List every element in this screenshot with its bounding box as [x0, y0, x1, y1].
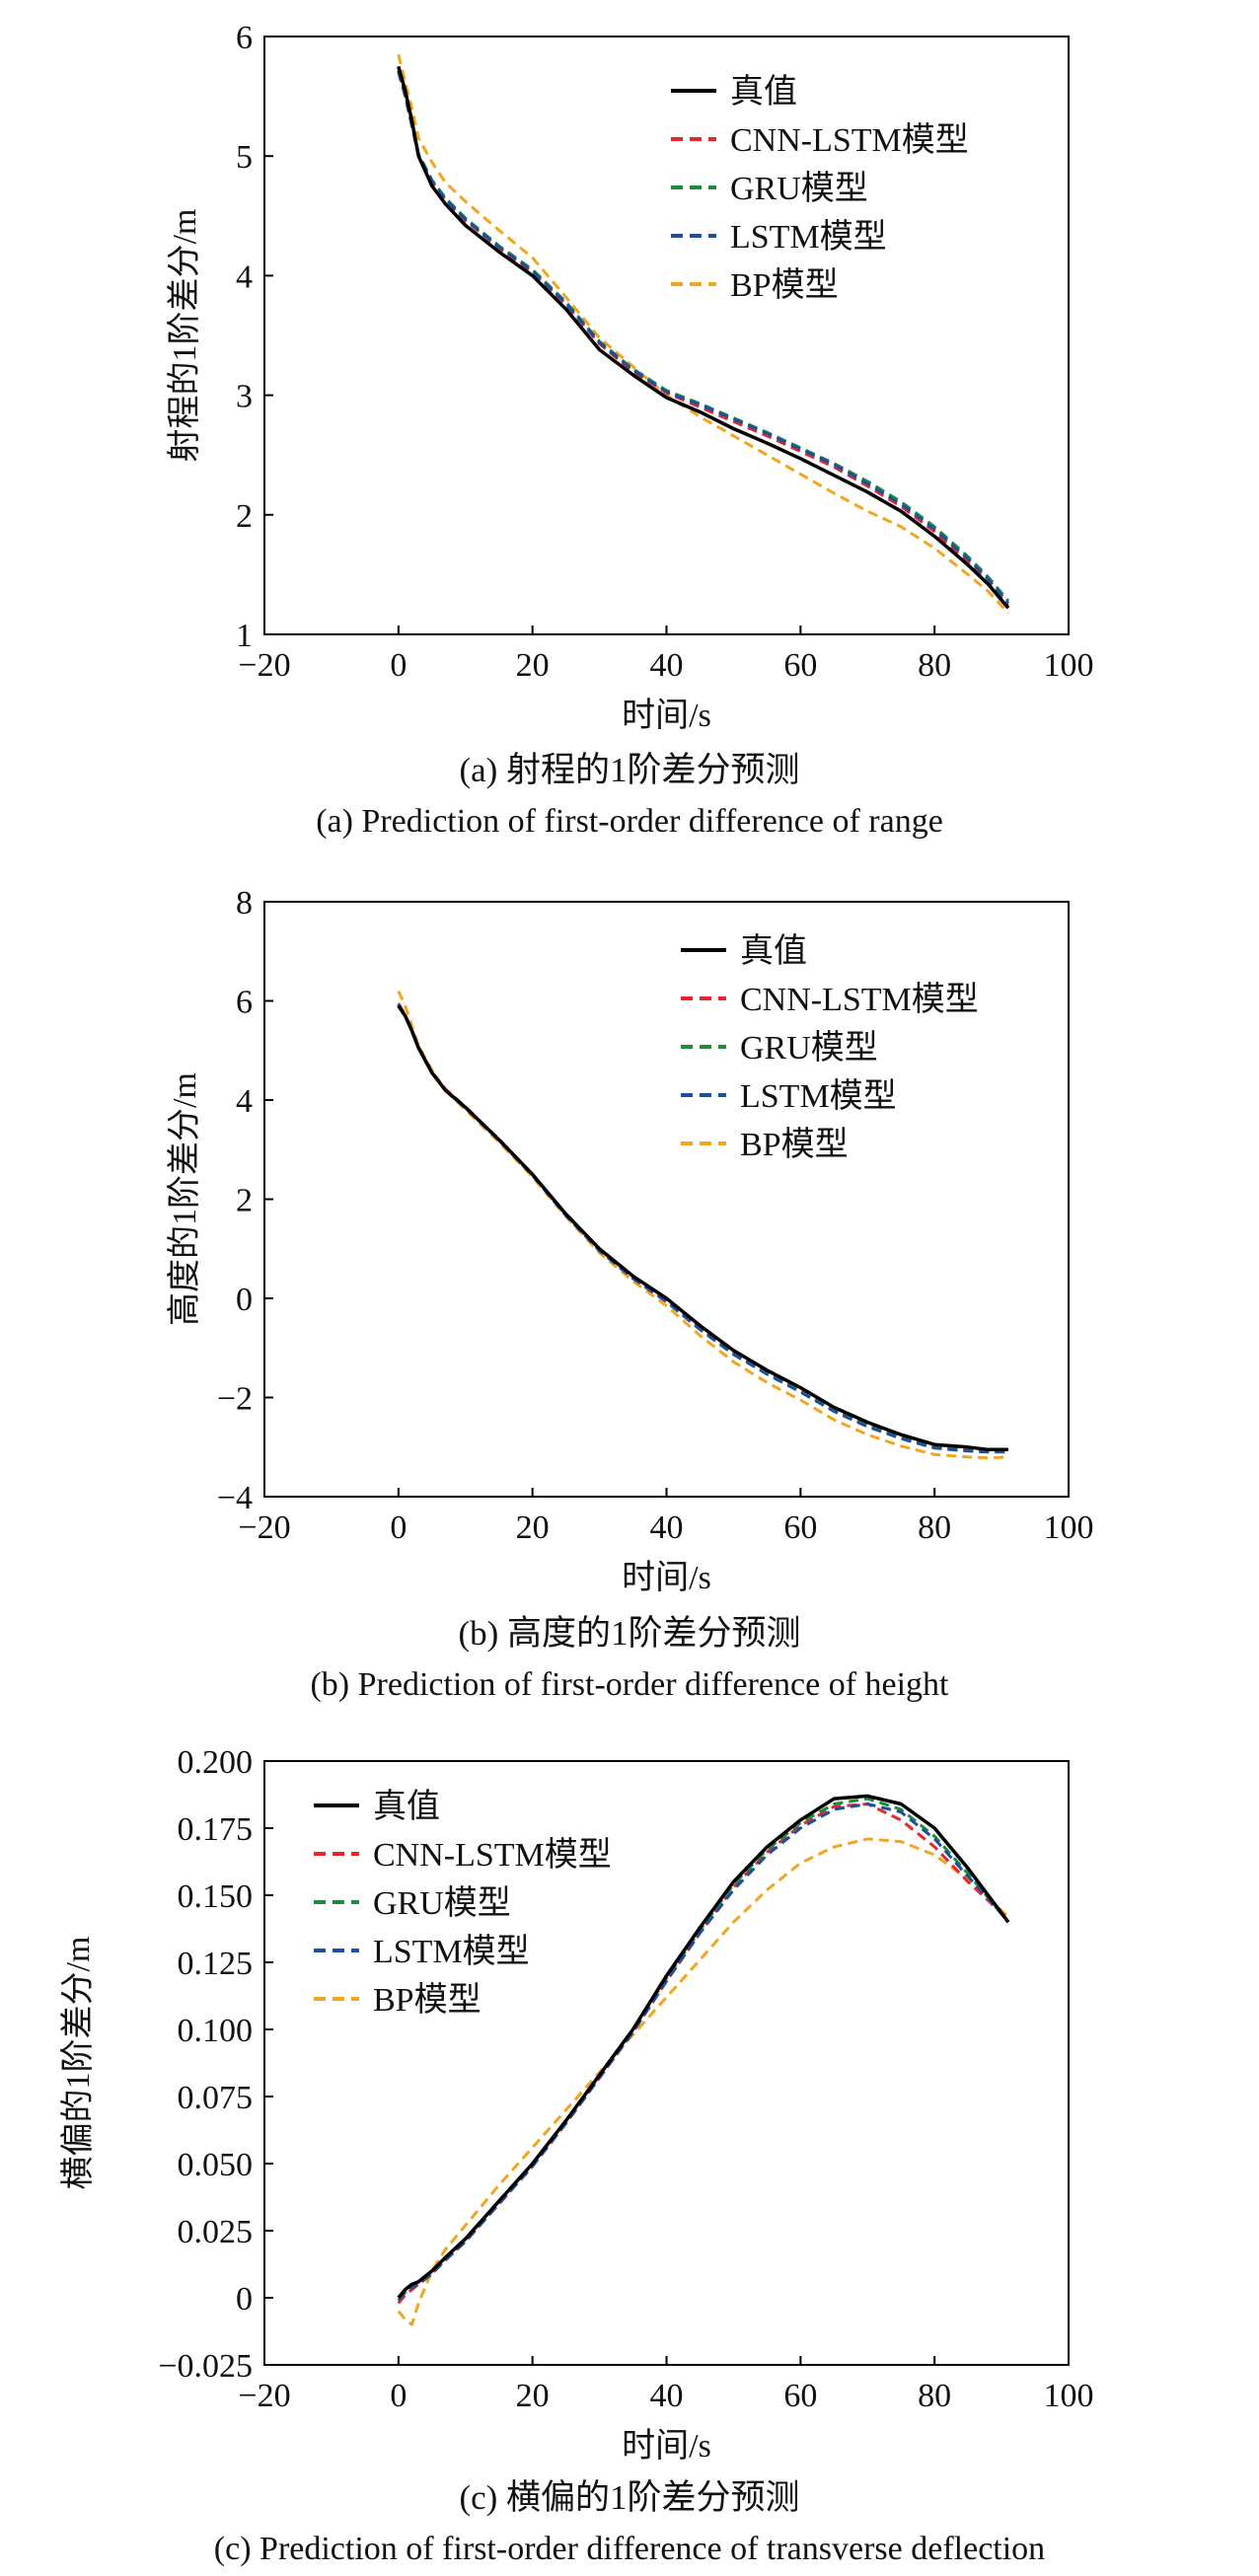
series-line-1	[397, 1794, 1010, 2300]
y-tick-label: 0.200	[178, 1744, 254, 1781]
legend-label: 真值	[373, 1788, 440, 1825]
y-tick-label: 0.100	[178, 2013, 254, 2049]
y-tick-label: 0.125	[178, 1946, 254, 1982]
x-tick-label: 100	[1044, 1509, 1094, 1546]
x-tick-label: 80	[918, 1509, 951, 1546]
y-tick-label: 0.175	[178, 1811, 254, 1848]
y-axis-label: 高度的1阶差分/m	[166, 1072, 203, 1326]
chart-panel-1: −20 0 20 40 60 80 100 1 2 3 4 5 6 时间/s 射程的1阶差分/m 真值 CNN-…	[166, 20, 1094, 840]
x-tick-label: 20	[516, 647, 550, 684]
x-tick-label: −20	[238, 2378, 290, 2414]
x-tick-label: 100	[1044, 647, 1094, 684]
legend-label: BP模型	[730, 266, 839, 304]
x-tick-label: 60	[783, 647, 817, 684]
y-tick-label: 6	[236, 20, 253, 56]
x-tick-label: 40	[650, 2378, 684, 2414]
x-tick-label: 80	[918, 647, 951, 684]
legend-label: CNN-LSTM模型	[373, 1836, 612, 1874]
legend-label: CNN-LSTM模型	[730, 121, 969, 159]
legend-label: 真值	[740, 932, 807, 970]
legend-label: BP模型	[740, 1126, 849, 1163]
caption-english: (c) Prediction of first-order difference…	[214, 2531, 1045, 2567]
x-tick-label: 40	[650, 1509, 684, 1546]
x-tick-label: 0	[390, 2378, 407, 2414]
legend-label: LSTM模型	[730, 218, 887, 256]
x-tick-label: 100	[1044, 2378, 1094, 2414]
y-tick-label: 0	[236, 2281, 253, 2318]
x-axis-label: 时间/s	[622, 698, 711, 734]
y-axis-label: 横偏的1阶差分/m	[59, 1937, 97, 2190]
caption-english: (b) Prediction of first-order difference…	[310, 1666, 949, 1703]
y-tick-label: −4	[217, 1480, 253, 1516]
chart-panel-3: −20 0 20 40 60 80 100 −0.025 0 0.025 0.050 0.075 0.1…	[59, 1744, 1094, 2567]
x-tick-label: 20	[516, 1509, 550, 1546]
chart-panel-2: −20 0 20 40 60 80 100−4−202468时间/s高度的1阶差分/m真值C…	[166, 885, 1094, 1703]
x-tick-label: 40	[650, 647, 684, 684]
y-axis-label: 射程的1阶差分/m	[166, 209, 203, 463]
x-tick-label: 80	[918, 2378, 951, 2414]
caption-chinese: (a) 射程的1阶差分预测	[459, 751, 799, 789]
x-tick-label: 0	[390, 647, 407, 684]
caption-chinese: (c) 横偏的1阶差分预测	[459, 2478, 799, 2517]
series-line-4	[397, 1803, 1010, 2302]
series-line-1	[397, 65, 1010, 610]
legend: 真值 CNN-LSTM模型 GRU模型 LSTM模型 BP模型	[671, 73, 969, 304]
legend-label: LSTM模型	[740, 1077, 897, 1115]
y-tick-label: 0	[236, 1282, 253, 1318]
x-tick-label: 60	[783, 2378, 817, 2414]
x-tick-label: −20	[238, 647, 290, 684]
y-tick-label: 0.050	[178, 2147, 254, 2183]
x-axis-label: 时间/s	[622, 1560, 711, 1596]
caption-english: (a) Prediction of first-order difference…	[316, 803, 943, 840]
legend-label: LSTM模型	[373, 1933, 530, 1970]
y-tick-label: 8	[236, 885, 253, 921]
x-tick-label: −20	[238, 1509, 290, 1546]
legend-label: BP模型	[373, 1981, 481, 2019]
legend-label: GRU模型	[730, 170, 868, 207]
y-tick-label: 6	[236, 985, 253, 1021]
legend-label: GRU模型	[740, 1029, 878, 1067]
series-line-5	[397, 990, 1008, 1460]
x-tick-label: 0	[390, 1509, 407, 1546]
y-tick-label: 0.150	[178, 1878, 254, 1915]
series-line-3	[397, 1003, 1008, 1453]
y-tick-label: 3	[236, 379, 253, 415]
y-tick-label: 2	[236, 498, 253, 535]
y-tick-label: 4	[236, 1083, 253, 1120]
y-tick-label: 5	[236, 139, 253, 176]
series-line-2	[397, 1803, 1009, 2305]
y-tick-label: −2	[217, 1381, 253, 1418]
legend: 真值 CNN-LSTM模型 GRU模型 LSTM模型 BP模型	[681, 932, 979, 1163]
legend-label: GRU模型	[373, 1884, 511, 1922]
y-tick-label: −0.025	[158, 2348, 253, 2385]
series-line-2	[397, 1002, 1008, 1453]
x-tick-label: 60	[783, 1509, 817, 1546]
legend: 真值 CNN-LSTM模型 GRU模型 LSTM模型 BP模型	[314, 1788, 612, 2019]
series-line-1	[397, 1004, 1008, 1452]
series-line-4	[397, 1003, 1008, 1454]
x-axis-label: 时间/s	[622, 2428, 711, 2465]
legend-label: 真值	[730, 73, 797, 110]
x-tick-label: 20	[516, 2378, 550, 2414]
caption-chinese: (b) 高度的1阶差分预测	[458, 1614, 800, 1653]
y-tick-label: 0.025	[178, 2214, 254, 2250]
y-tick-label: 0.075	[178, 2080, 254, 2116]
y-tick-label: 4	[236, 258, 253, 295]
legend-label: CNN-LSTM模型	[740, 981, 979, 1018]
y-tick-label: 2	[236, 1183, 253, 1219]
y-tick-label: 1	[236, 618, 253, 654]
